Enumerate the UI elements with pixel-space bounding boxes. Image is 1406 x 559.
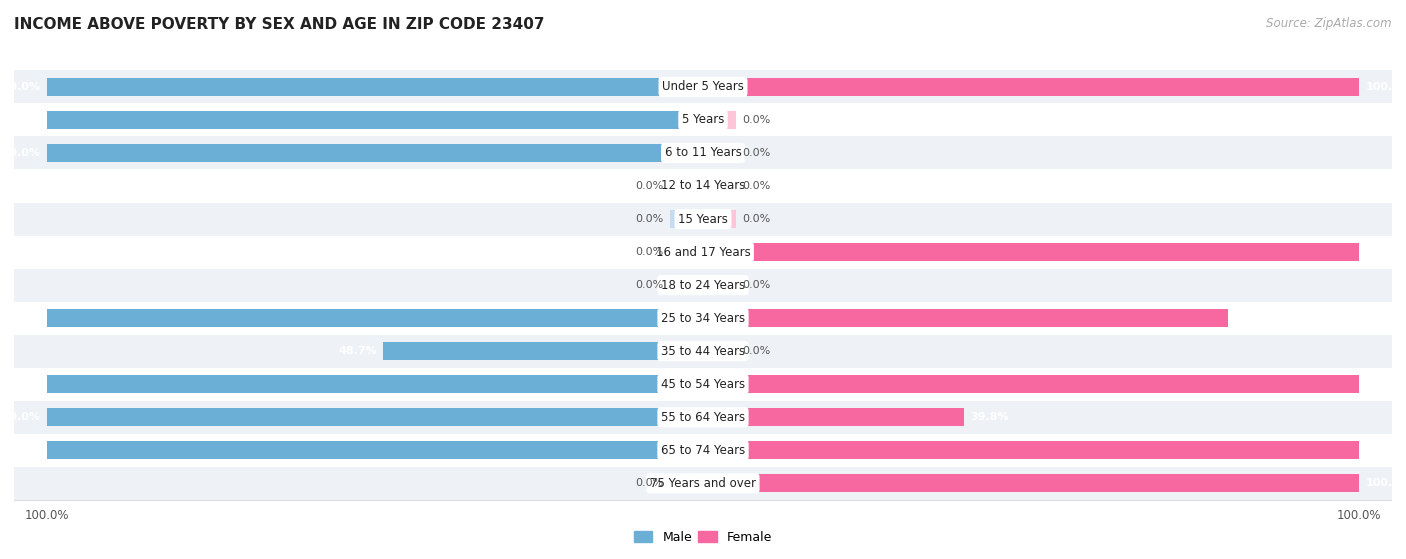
Text: 0.0%: 0.0% (742, 115, 770, 125)
Bar (14, 368, 1392, 401)
Bar (703, 342, 735, 360)
Text: 0.0%: 0.0% (636, 479, 664, 488)
Bar (14, 103, 1392, 136)
Text: 0.0%: 0.0% (636, 280, 664, 290)
Bar (703, 375, 1360, 394)
Bar (46, 144, 703, 162)
Text: 0.0%: 0.0% (742, 346, 770, 356)
Text: 100.0%: 100.0% (0, 412, 41, 422)
Bar (14, 434, 1392, 467)
Bar (14, 467, 1392, 500)
Bar (703, 441, 1360, 459)
Text: 100.0%: 100.0% (0, 379, 41, 389)
Bar (703, 78, 1360, 96)
Text: 15 Years: 15 Years (678, 212, 728, 225)
Bar (14, 202, 1392, 235)
Bar (14, 302, 1392, 335)
Bar (703, 309, 1227, 327)
Bar (703, 408, 965, 427)
Bar (46, 441, 703, 459)
Text: 100.0%: 100.0% (1365, 82, 1406, 92)
Bar (14, 235, 1392, 268)
Text: 48.7%: 48.7% (339, 346, 377, 356)
Bar (671, 276, 703, 294)
Bar (703, 210, 735, 228)
Bar (46, 408, 703, 427)
Text: 100.0%: 100.0% (1365, 379, 1406, 389)
Text: 5 Years: 5 Years (682, 113, 724, 126)
Text: 100.0%: 100.0% (1365, 247, 1406, 257)
Text: INCOME ABOVE POVERTY BY SEX AND AGE IN ZIP CODE 23407: INCOME ABOVE POVERTY BY SEX AND AGE IN Z… (14, 17, 544, 32)
Bar (703, 474, 1360, 492)
Text: 100.0%: 100.0% (0, 446, 41, 455)
Text: 100.0%: 100.0% (0, 313, 41, 323)
Text: 0.0%: 0.0% (742, 148, 770, 158)
Bar (46, 309, 703, 327)
Bar (14, 70, 1392, 103)
Bar (703, 243, 1360, 261)
Text: 100.0%: 100.0% (0, 82, 41, 92)
Bar (14, 401, 1392, 434)
Text: 100.0%: 100.0% (0, 115, 41, 125)
Text: 0.0%: 0.0% (742, 181, 770, 191)
Text: Under 5 Years: Under 5 Years (662, 80, 744, 93)
Bar (703, 177, 735, 195)
Text: 18 to 24 Years: 18 to 24 Years (661, 278, 745, 292)
Bar (671, 474, 703, 492)
Bar (384, 342, 703, 360)
Text: 0.0%: 0.0% (636, 181, 664, 191)
Text: 80.0%: 80.0% (1234, 313, 1272, 323)
Bar (14, 268, 1392, 302)
Text: 16 and 17 Years: 16 and 17 Years (655, 245, 751, 259)
Text: 55 to 64 Years: 55 to 64 Years (661, 411, 745, 424)
Text: 75 Years and over: 75 Years and over (650, 477, 756, 490)
Text: 25 to 34 Years: 25 to 34 Years (661, 311, 745, 325)
Text: 65 to 74 Years: 65 to 74 Years (661, 444, 745, 457)
Bar (46, 375, 703, 394)
Text: 0.0%: 0.0% (636, 247, 664, 257)
Bar (671, 243, 703, 261)
Text: Source: ZipAtlas.com: Source: ZipAtlas.com (1267, 17, 1392, 30)
Text: 0.0%: 0.0% (636, 214, 664, 224)
Bar (671, 210, 703, 228)
Text: 100.0%: 100.0% (1365, 479, 1406, 488)
Text: 39.8%: 39.8% (970, 412, 1010, 422)
Bar (703, 144, 735, 162)
Bar (703, 276, 735, 294)
Text: 12 to 14 Years: 12 to 14 Years (661, 179, 745, 192)
Text: 0.0%: 0.0% (742, 280, 770, 290)
Legend: Male, Female: Male, Female (628, 526, 778, 549)
Text: 100.0%: 100.0% (0, 148, 41, 158)
Text: 100.0%: 100.0% (1365, 446, 1406, 455)
Text: 35 to 44 Years: 35 to 44 Years (661, 345, 745, 358)
Text: 0.0%: 0.0% (742, 214, 770, 224)
Bar (14, 136, 1392, 169)
Bar (46, 111, 703, 129)
Text: 45 to 54 Years: 45 to 54 Years (661, 378, 745, 391)
Bar (46, 78, 703, 96)
Text: 6 to 11 Years: 6 to 11 Years (665, 146, 741, 159)
Bar (14, 169, 1392, 202)
Bar (14, 335, 1392, 368)
Bar (703, 111, 735, 129)
Bar (671, 177, 703, 195)
